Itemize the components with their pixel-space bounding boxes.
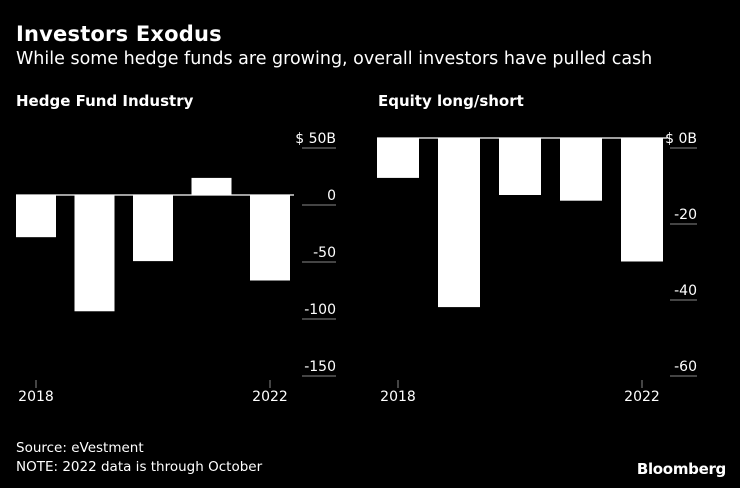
- equity-ytick-label: -20: [674, 207, 697, 223]
- hedge-bar: [250, 195, 290, 281]
- hedge-ytick-label: -100: [304, 302, 336, 318]
- hedge-xtick-label: 2022: [252, 389, 288, 405]
- equity-ytick-label: -60: [674, 359, 697, 375]
- chart-subtitle: While some hedge funds are growing, over…: [16, 49, 653, 69]
- equity-xtick-label: 2022: [624, 389, 660, 405]
- data-note: NOTE: 2022 data is through October: [16, 459, 263, 475]
- hedge-ytick-label: -150: [304, 359, 336, 375]
- equity-ytick-label: $ 0B: [665, 131, 697, 147]
- equity-ytick-label: -40: [674, 283, 697, 299]
- equity-xtick-label: 2018: [380, 389, 416, 405]
- panel-title-hedge-fund: Hedge Fund Industry: [16, 92, 194, 110]
- bloomberg-logo: Bloomberg: [636, 460, 726, 478]
- hedge-bar: [74, 195, 115, 312]
- hedge-xtick-label: 2018: [18, 389, 54, 405]
- hedge-bar: [16, 195, 56, 238]
- hedge-ytick-label: 0: [327, 188, 336, 204]
- hedge-ytick-label: $ 50B: [295, 131, 336, 147]
- hedge-bar: [191, 177, 232, 195]
- hedge-bar: [133, 195, 173, 262]
- panel-title-equity: Equity long/short: [378, 92, 524, 110]
- equity-bar: [560, 138, 602, 201]
- equity-bar: [377, 138, 419, 178]
- source-note: Source: eVestment: [16, 440, 144, 456]
- equity-bar: [621, 138, 663, 262]
- equity-bar: [499, 138, 541, 195]
- chart-title: Investors Exodus: [16, 22, 222, 46]
- equity-bar: [438, 138, 480, 308]
- hedge-ytick-label: -50: [313, 245, 336, 261]
